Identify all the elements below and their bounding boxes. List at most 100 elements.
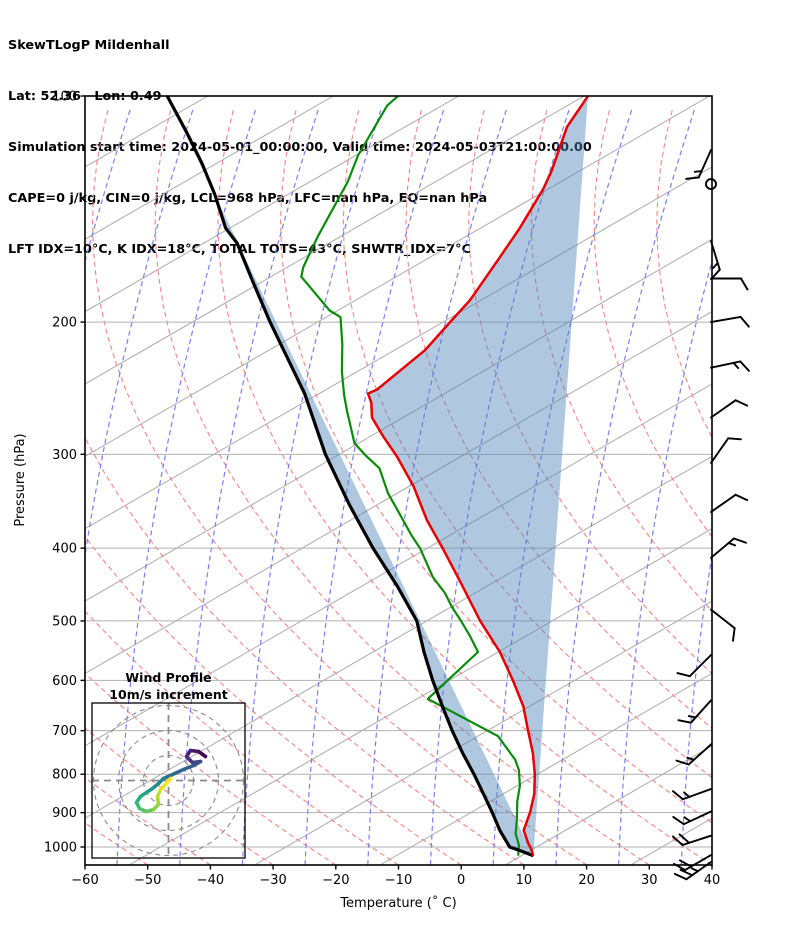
barb-feather-full [671,835,684,846]
barb-feather-full [672,816,685,826]
wind-barb-icon [710,537,747,559]
x-tick-label: 20 [578,873,595,888]
y-axis: 100 200 300 400 500 600 700 800 900 1000 Pressure … [13,90,85,856]
barb-feather-full [679,859,693,868]
x-tick-label: −10 [385,873,412,888]
y-axis-label: Pressure (hPa) [13,433,28,526]
dry-adiabat-line [91,108,587,865]
y-tick-label: 1000 [44,841,77,856]
isotherm-line [128,528,712,865]
barb-staff [681,788,712,801]
hodograph-border [91,702,246,859]
wind-barb-icon [710,315,750,328]
isotherm-line [85,96,209,168]
barb-feather-full [734,493,749,502]
barb-feather-half [686,756,695,761]
moist-adiabat-lines [85,108,712,865]
isotherm-line [254,600,712,865]
barb-feather-full [675,759,690,766]
y-tick-label: 300 [52,448,77,463]
chart-title: SkewTLogP Mildenhall [8,38,170,53]
barb-staff [710,315,742,324]
isotherm-line [85,96,459,313]
wind-barb-icon [710,608,736,642]
barb-staff [710,437,730,464]
barb-feather-half [727,542,737,547]
barb-feather-half [683,816,692,823]
dry-adiabat-line [342,108,712,779]
barb-feather-half [690,867,699,873]
moist-adiabat-line [179,108,320,865]
wind-barbs [671,149,750,881]
dry-adiabat-line [468,108,712,675]
hodograph-ring [117,729,220,832]
moist-adiabat-line [85,108,194,559]
hodograph-subtitle: 10m/s increment [109,687,227,702]
plot-area [85,96,712,865]
plot-border [84,95,713,866]
dry-adiabat-lines [85,108,712,865]
moist-adiabat-line [241,108,382,865]
dry-adiabat-line [85,535,462,865]
barb-staff [697,149,712,179]
barb-feather-full [678,833,691,844]
hodograph-inset: Wind Profile 10m/s increment [91,670,246,859]
x-tick-label: 30 [641,873,658,888]
barb-staff [682,810,712,826]
x-tick-label: −20 [322,873,349,888]
isotherm-line [85,96,334,240]
isotherm-line [85,383,712,747]
barb-staff [689,699,712,724]
barb-feather-full [739,315,750,328]
barb-feather-full [740,277,749,291]
barb-staff [710,399,737,419]
x-tick-label: −40 [197,873,224,888]
isotherm-line [85,455,712,819]
barb-feather-half [732,361,740,370]
hodograph-trace [134,748,208,814]
indices-line-1: CAPE=0 j/kg, CIN=0 j/kg, LCL=968 hPa, LF… [8,191,488,206]
barb-staff [684,854,712,872]
x-tick-label: 40 [704,873,721,888]
wind-barb-icon [710,399,749,419]
barb-feather-full [679,868,694,877]
barb-feather-full [671,790,684,801]
wind-barb-icon [672,810,712,826]
moist-adiabat-line [116,108,257,865]
barb-staff [687,743,712,766]
y-tick-label: 500 [52,614,77,629]
y-tick-label: 400 [52,542,77,557]
barb-feather-full [734,399,749,407]
wind-barb-icon [677,699,712,724]
moist-adiabat-line [367,108,508,865]
moist-adiabat-line [429,108,570,865]
barb-feather-full [733,537,747,544]
barb-staff [710,240,721,271]
hodograph-canvas [92,703,245,858]
barb-feather-full [672,862,686,872]
x-axis-label: Temperature (˚ C) [339,895,456,911]
hodograph-ring [142,754,195,807]
dewpoint-curve [300,96,522,856]
dry-adiabat-line [593,108,712,538]
barb-staff [685,861,712,881]
barb-staff [710,493,737,513]
barb-staff [710,360,742,369]
barb-feather-full [677,719,692,724]
wind-barb-icon [685,149,712,180]
dry-adiabat-line [530,108,712,613]
wind-barb-icon [675,743,712,766]
barb-staff [710,537,735,559]
y-tick-label: 100 [52,90,77,105]
x-tick-label: −50 [134,873,161,888]
dry-adiabat-line [405,108,712,729]
barb-feather-half [693,170,703,173]
moist-adiabat-line [555,108,696,865]
barb-feather-full [727,437,742,441]
dry-adiabat-line [280,108,712,824]
title-block: SkewTLogP Mildenhall Lat: 52.36 Lon: 0.4… [8,3,592,292]
isotherm-line [85,311,712,675]
wind-barb-icon [710,437,742,464]
